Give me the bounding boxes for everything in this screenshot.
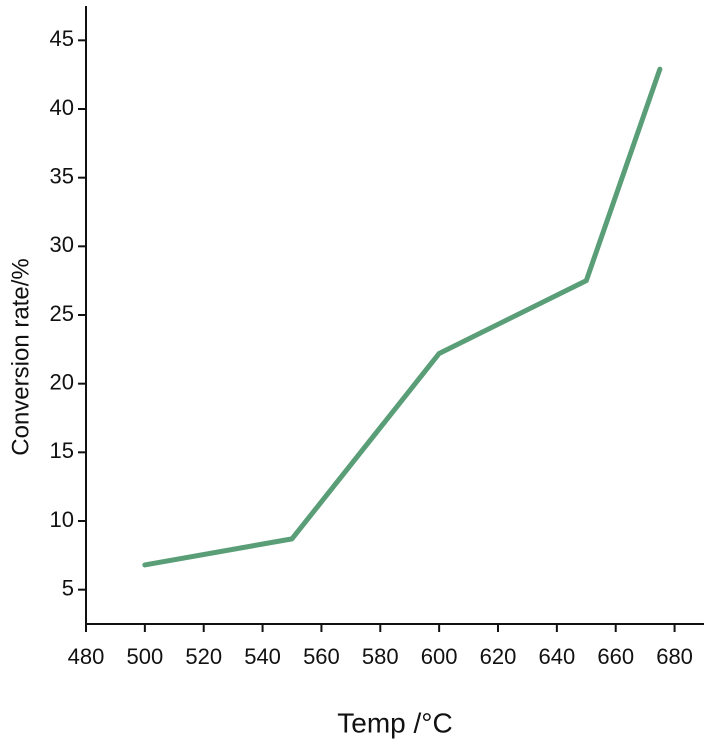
y-tick-label: 25: [50, 301, 74, 326]
x-tick-label: 540: [244, 644, 281, 669]
x-tick-label: 580: [362, 644, 399, 669]
y-tick-label: 5: [62, 575, 74, 600]
x-tick-label: 660: [597, 644, 634, 669]
x-axis-title: Temp /°C: [337, 707, 452, 738]
data-line: [142, 66, 663, 568]
y-tick-label: 30: [50, 232, 74, 257]
x-tick-label: 520: [185, 644, 222, 669]
y-tick-label: 40: [50, 95, 74, 120]
x-tick-label: 500: [126, 644, 163, 669]
x-tick-label: 620: [480, 644, 517, 669]
y-tick-label: 20: [50, 369, 74, 394]
y-tick-label: 15: [50, 438, 74, 463]
y-tick-label: 45: [50, 26, 74, 51]
x-tick-label: 640: [538, 644, 575, 669]
y-tick-label: 10: [50, 507, 74, 532]
x-tick-label: 600: [421, 644, 458, 669]
y-axis-title: Conversion rate/%: [7, 258, 34, 455]
x-tick-label: 560: [303, 644, 340, 669]
x-tick-label: 680: [656, 644, 693, 669]
y-tick-label: 35: [50, 163, 74, 188]
x-tick-label: 480: [68, 644, 105, 669]
